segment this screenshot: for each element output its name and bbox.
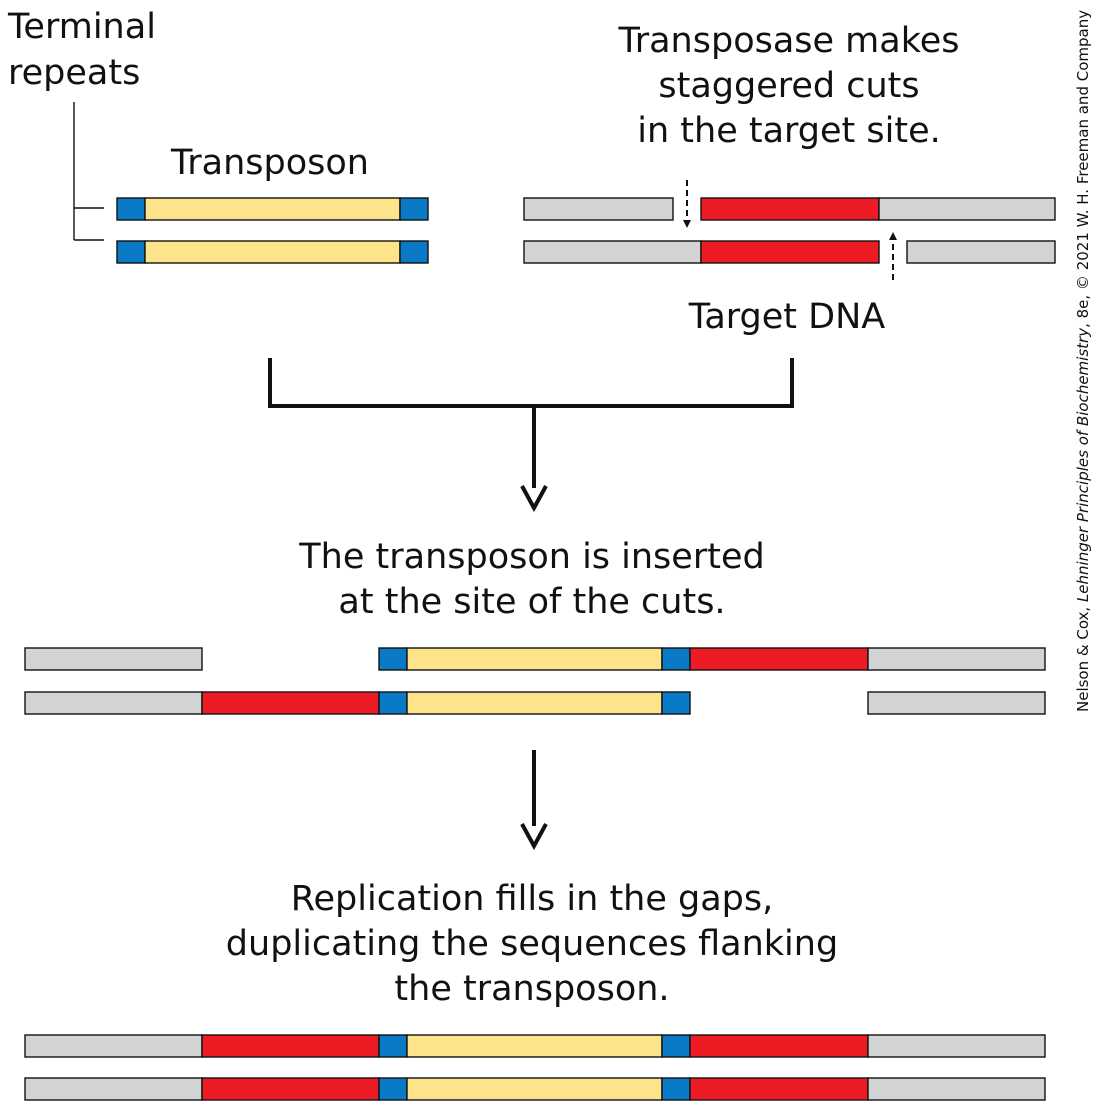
dna-segment xyxy=(867,647,1046,671)
terminal-repeats-bracket xyxy=(73,102,104,241)
transposon-strand-top xyxy=(116,197,429,221)
transposon-strand-bottom xyxy=(116,240,429,264)
dna-segment xyxy=(878,197,1056,221)
terminal-repeats-label-line2: repeats xyxy=(8,53,140,93)
dna-segment xyxy=(201,1034,380,1058)
replicated-strand-bottom xyxy=(24,1077,1046,1101)
dna-segment xyxy=(406,1034,663,1058)
dna-segment xyxy=(201,691,380,715)
dna-segment xyxy=(689,1077,869,1101)
dna-segment xyxy=(523,197,674,221)
replicated-strand-top xyxy=(24,1034,1046,1058)
step3-label-line3: the transposon. xyxy=(394,969,669,1009)
dna-segment xyxy=(378,647,408,671)
dna-segment xyxy=(661,691,691,715)
target-dna-strand-bottom xyxy=(523,240,1056,264)
inserted-strand-bottom xyxy=(24,691,1046,715)
transposase-label-line1: Transposase makes xyxy=(617,21,959,61)
dna-segment xyxy=(689,647,869,671)
down-arrow-2-head xyxy=(520,823,548,851)
dna-segment xyxy=(378,1077,408,1101)
target-dna-strand-top xyxy=(523,197,1056,221)
transposase-label-line2: staggered cuts xyxy=(658,66,919,106)
step3-label-line1: Replication fills in the gaps, xyxy=(291,879,774,919)
dna-segment xyxy=(661,1077,691,1101)
step2-label-line1: The transposon is inserted xyxy=(298,537,764,577)
dna-segment xyxy=(116,240,146,264)
dna-segment xyxy=(24,1077,203,1101)
dna-segment xyxy=(144,240,401,264)
dna-segment xyxy=(906,240,1056,264)
step2-label-line2: at the site of the cuts. xyxy=(338,582,725,622)
dna-segment xyxy=(116,197,146,221)
combine-bracket xyxy=(268,358,794,408)
dna-segment xyxy=(406,647,663,671)
dna-segment xyxy=(700,197,880,221)
dna-segment xyxy=(399,197,429,221)
dna-segment xyxy=(700,240,880,264)
target-dna-label: Target DNA xyxy=(688,297,886,337)
dna-segment xyxy=(24,647,203,671)
down-arrow-1-head xyxy=(520,485,548,513)
terminal-repeats-label-line1: Terminal xyxy=(7,7,156,47)
dna-segment xyxy=(399,240,429,264)
inserted-strand-top xyxy=(24,647,1046,671)
dna-segment xyxy=(24,1034,203,1058)
dna-segment xyxy=(867,691,1046,715)
dna-segment xyxy=(689,1034,869,1058)
dna-segment xyxy=(144,197,401,221)
copyright-credit: Nelson & Cox, Lehninger Principles of Bi… xyxy=(1074,10,1092,712)
transposase-label-line3: in the target site. xyxy=(637,111,940,151)
dna-segment xyxy=(867,1034,1046,1058)
dna-segment xyxy=(661,647,691,671)
step3-label-line2: duplicating the sequences flanking xyxy=(226,924,838,964)
dna-segment xyxy=(661,1034,691,1058)
dna-segment xyxy=(406,1077,663,1101)
dna-segment xyxy=(201,1077,380,1101)
dna-segment xyxy=(378,1034,408,1058)
dna-segment xyxy=(523,240,702,264)
transposon-label: Transposon xyxy=(170,143,369,183)
dna-segment xyxy=(378,691,408,715)
dna-segment xyxy=(406,691,663,715)
dna-segment xyxy=(24,691,203,715)
dna-segment xyxy=(867,1077,1046,1101)
